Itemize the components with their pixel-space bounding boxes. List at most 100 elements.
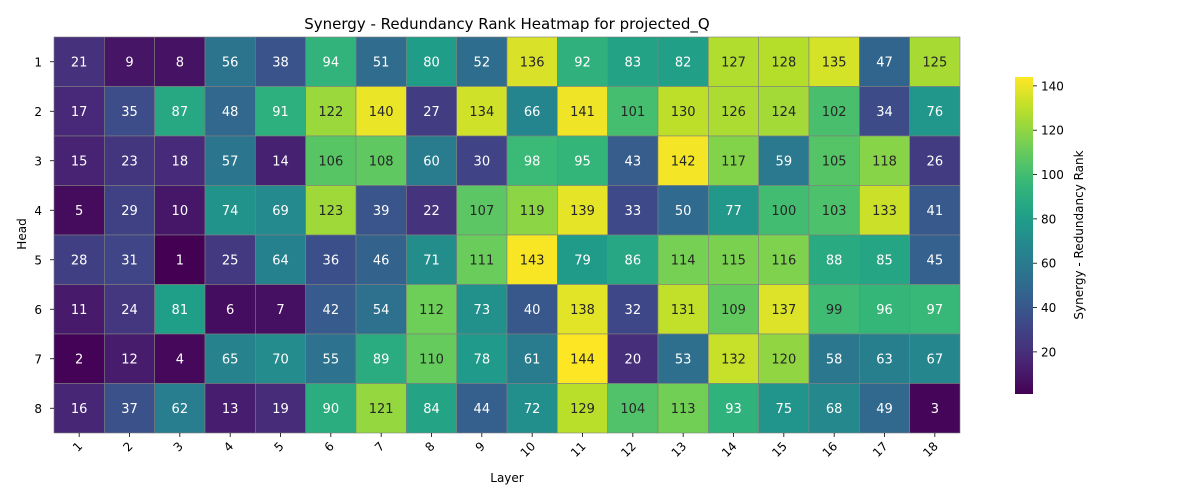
heatmap-cell — [708, 234, 759, 285]
heatmap-cell — [204, 36, 256, 87]
cell-value-label: 103 — [822, 204, 847, 219]
heatmap-cell — [909, 135, 961, 186]
heatmap-cell — [607, 135, 659, 186]
cell-value-label: 27 — [423, 105, 440, 120]
cell-value-label: 136 — [520, 55, 545, 70]
heatmap-cell — [808, 185, 860, 236]
cell-value-label: 67 — [927, 352, 944, 367]
cell-value-label: 68 — [826, 402, 843, 417]
cell-value-label: 11 — [71, 303, 88, 318]
cell-value-label: 109 — [721, 303, 746, 318]
cell-value-label: 96 — [876, 303, 893, 318]
heatmap-cell — [154, 234, 206, 285]
colorbar-tick-label: 60 — [1041, 257, 1056, 271]
heatmap-cell — [506, 135, 558, 186]
cell-value-label: 127 — [721, 55, 746, 70]
cell-value-label: 131 — [671, 303, 696, 318]
heatmap-cell — [859, 333, 910, 384]
cell-value-label: 142 — [671, 154, 696, 169]
cell-value-label: 34 — [876, 105, 893, 120]
cell-value-label: 91 — [272, 105, 289, 120]
cell-value-label: 83 — [625, 55, 642, 70]
cell-value-label: 139 — [570, 204, 595, 219]
chart-title: Synergy - Redundancy Rank Heatmap for pr… — [304, 15, 709, 34]
heatmap-cell — [305, 284, 357, 335]
heatmap-cell — [204, 234, 256, 285]
cell-value-label: 24 — [121, 303, 138, 318]
cell-value-label: 15 — [71, 154, 88, 169]
y-tick-label: 8 — [34, 402, 42, 416]
heatmap-cell — [355, 135, 407, 186]
cell-value-label: 76 — [927, 105, 944, 120]
x-tick-label: 18 — [920, 439, 941, 460]
x-tick-label: 17 — [870, 439, 891, 460]
cell-value-label: 70 — [272, 352, 289, 367]
heatmap-cell — [305, 234, 357, 285]
cell-value-label: 32 — [625, 303, 642, 318]
colorbar-label: Synergy - Redundancy Rank — [1072, 150, 1086, 319]
cell-value-label: 43 — [625, 154, 642, 169]
cell-value-label: 10 — [172, 204, 189, 219]
cell-value-label: 97 — [927, 303, 944, 318]
cell-value-label: 28 — [71, 253, 88, 268]
heatmap-cell — [53, 383, 105, 434]
x-tick-label: 10 — [518, 439, 539, 460]
x-tick-label: 3 — [171, 439, 186, 454]
heatmap-cell — [557, 234, 608, 285]
cell-value-label: 8 — [176, 55, 184, 70]
heatmap-cell — [255, 185, 306, 236]
cell-value-label: 57 — [222, 154, 239, 169]
cell-value-label: 49 — [876, 402, 893, 417]
cell-value-label: 107 — [469, 204, 494, 219]
cell-value-label: 108 — [369, 154, 394, 169]
cell-value-label: 25 — [222, 253, 239, 268]
cell-value-label: 85 — [876, 253, 893, 268]
heatmap-cell — [104, 135, 155, 186]
heatmap-cell — [808, 383, 860, 434]
cell-value-label: 37 — [121, 402, 138, 417]
cell-value-label: 87 — [172, 105, 189, 120]
heatmap-cell — [204, 284, 256, 335]
cell-value-label: 35 — [121, 105, 138, 120]
cell-value-label: 36 — [323, 253, 340, 268]
cell-value-label: 29 — [121, 204, 138, 219]
cell-value-label: 98 — [524, 154, 541, 169]
heatmap-cell — [104, 36, 155, 87]
cell-value-label: 17 — [71, 105, 88, 120]
heatmap-cell — [154, 36, 206, 87]
cell-value-label: 121 — [369, 402, 394, 417]
cell-value-label: 137 — [771, 303, 796, 318]
heatmap-cell — [909, 234, 961, 285]
cell-value-label: 16 — [71, 402, 88, 417]
cell-value-label: 19 — [272, 402, 289, 417]
cell-value-label: 99 — [826, 303, 843, 318]
cell-value-label: 116 — [771, 253, 796, 268]
cell-value-label: 92 — [574, 55, 591, 70]
heatmap-cell — [758, 383, 810, 434]
heatmap-cell — [104, 383, 155, 434]
heatmap-cell — [657, 36, 709, 87]
x-tick-label: 7 — [372, 439, 387, 454]
heatmap-cell — [104, 333, 155, 384]
heatmap-cell — [406, 284, 457, 335]
heatmap-cell — [506, 284, 558, 335]
heatmap-cell — [909, 86, 961, 137]
cell-value-label: 94 — [323, 55, 340, 70]
cell-value-label: 126 — [721, 105, 746, 120]
y-axis-ticks: 1 2 3 4 5 6 7 8 — [34, 55, 54, 416]
cell-value-label: 124 — [771, 105, 796, 120]
x-tick-label: 15 — [769, 439, 790, 460]
heatmap-cell — [657, 86, 709, 137]
cell-value-label: 84 — [423, 402, 440, 417]
heatmap-cell — [53, 135, 105, 186]
cell-value-label: 143 — [520, 253, 545, 268]
cell-value-label: 134 — [469, 105, 494, 120]
heatmap-cell — [657, 383, 709, 434]
heatmap-cell — [607, 234, 659, 285]
heatmap-cell — [808, 36, 860, 87]
heatmap-cell — [607, 284, 659, 335]
heatmap-cell — [859, 86, 910, 137]
cell-value-label: 90 — [323, 402, 340, 417]
heatmap-cell — [909, 284, 961, 335]
